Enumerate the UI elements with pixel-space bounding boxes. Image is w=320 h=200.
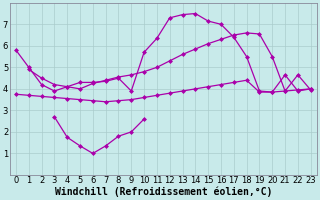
X-axis label: Windchill (Refroidissement éolien,°C): Windchill (Refroidissement éolien,°C)	[55, 187, 272, 197]
